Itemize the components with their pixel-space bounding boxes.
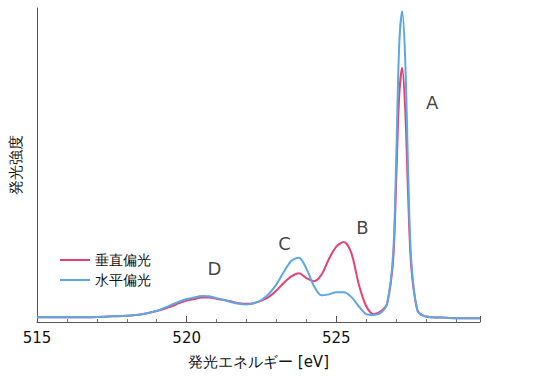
svg-text:520: 520 xyxy=(172,329,201,347)
svg-text:A: A xyxy=(426,92,439,113)
svg-text:水平偏光: 水平偏光 xyxy=(95,272,151,288)
svg-text:発光エネルギー [eV]: 発光エネルギー [eV] xyxy=(188,353,329,371)
svg-text:垂直偏光: 垂直偏光 xyxy=(95,252,151,268)
svg-text:C: C xyxy=(278,233,291,254)
svg-text:D: D xyxy=(208,258,222,279)
svg-text:515: 515 xyxy=(23,329,52,347)
svg-text:B: B xyxy=(356,217,368,238)
svg-text:525: 525 xyxy=(322,329,351,347)
svg-text:発光強度: 発光強度 xyxy=(7,135,25,195)
